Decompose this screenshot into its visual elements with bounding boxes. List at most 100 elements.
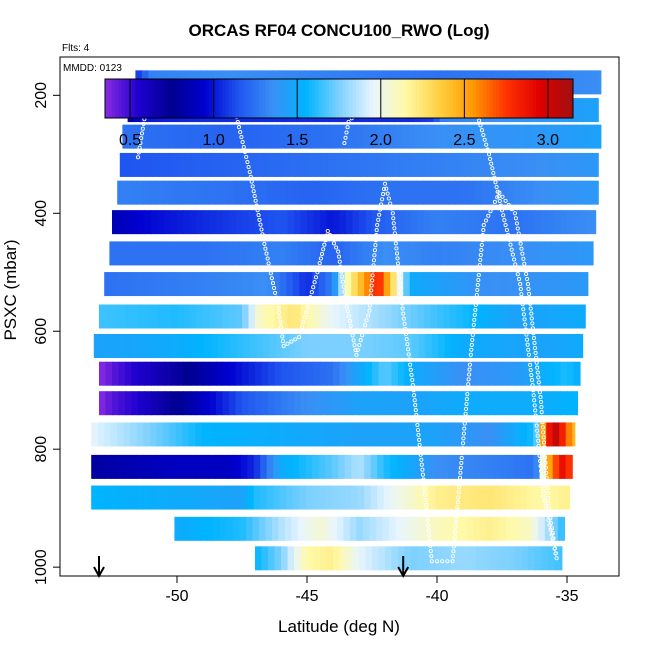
heatmap-cell (474, 454, 482, 479)
heatmap-cell (487, 485, 495, 510)
heatmap-row (255, 546, 563, 571)
heatmap-cell (271, 124, 279, 149)
heatmap-cell (308, 333, 316, 358)
heatmap-cell (435, 422, 443, 447)
heatmap-cell (492, 516, 500, 541)
heatmap-cell (533, 454, 541, 479)
heatmap-cell (312, 454, 320, 479)
heatmap-cell (265, 516, 273, 541)
heatmap-cell (535, 152, 543, 177)
heatmap-cell (286, 454, 294, 479)
colorbar-swatch (171, 79, 176, 118)
heatmap-cell (338, 422, 346, 447)
heatmap-cell (184, 333, 192, 358)
colorbar-swatch (292, 79, 297, 118)
heatmap-cell (203, 304, 211, 329)
flight-track-point (399, 296, 404, 301)
flight-track-point (452, 539, 457, 544)
flight-track-point (455, 500, 460, 505)
flight-track-point (406, 347, 411, 352)
heatmap-cell (513, 422, 521, 447)
heatmap-cell (554, 361, 562, 386)
heatmap-cell (240, 272, 248, 297)
plot-frame (59, 56, 620, 577)
heatmap-cell (359, 391, 367, 416)
heatmap-cell (183, 210, 191, 235)
colorbar-swatch (482, 79, 487, 118)
heatmap-cell (170, 391, 178, 416)
heatmap-cell (247, 454, 255, 479)
heatmap-cell (505, 124, 513, 149)
heatmap-cell (520, 485, 528, 510)
heatmap-cell (495, 546, 503, 571)
heatmap-cell (422, 180, 430, 205)
heatmap-cell (294, 361, 302, 386)
heatmap-cell (546, 454, 554, 479)
flight-track-point (415, 422, 420, 428)
flight-track-point (236, 125, 242, 130)
heatmap-cell (577, 241, 585, 266)
heatmap-cell (486, 124, 494, 149)
heatmap-cell (313, 304, 321, 329)
heatmap-cell (382, 516, 390, 541)
flight-track-point (415, 427, 421, 433)
heatmap-cell (525, 516, 533, 541)
flight-track-point (394, 251, 400, 256)
heatmap-cell (229, 391, 237, 416)
flight-track-point (398, 286, 403, 291)
heatmap-cell (195, 272, 203, 297)
heatmap-cell (234, 422, 242, 447)
heatmap-cell (248, 210, 256, 235)
colorbar-swatch (222, 79, 226, 118)
flight-track-point (440, 559, 445, 564)
heatmap-cell (135, 124, 143, 149)
heatmap-cell (136, 485, 144, 510)
colorbar-swatch (181, 79, 186, 118)
heatmap-cell (157, 391, 165, 416)
flight-track-point (506, 232, 511, 237)
heatmap-cell (398, 546, 406, 571)
flight-track-point (547, 522, 552, 528)
heatmap-cell (461, 180, 469, 205)
heatmap-cell (351, 272, 359, 297)
colorbar-swatch (262, 79, 266, 118)
heatmap-cell (110, 422, 118, 447)
colorbar-tick-label: 1.0 (203, 132, 225, 149)
heatmap-cell (100, 333, 108, 358)
flight-track-point (535, 428, 540, 433)
heatmap-cell (118, 304, 126, 329)
heatmap-cell (336, 516, 344, 541)
heatmap-cell (255, 546, 263, 571)
flight-track-point (419, 462, 424, 467)
heatmap-cell (526, 454, 534, 479)
heatmap-cell (489, 546, 497, 571)
heatmap-cell (170, 210, 178, 235)
heatmap-cell (373, 333, 381, 358)
colorbar-frame (104, 78, 574, 119)
heatmap-cell (131, 210, 139, 235)
heatmap-cell (156, 454, 164, 479)
heatmap-cell (508, 210, 516, 235)
heatmap-cell (521, 391, 529, 416)
heatmap-cell (551, 516, 559, 541)
heatmap-cell (226, 124, 234, 149)
flight-track-point (346, 119, 351, 124)
heatmap-cell (404, 304, 412, 329)
heatmap-cell (230, 333, 238, 358)
flight-track-point (244, 154, 249, 160)
heatmap-cell (321, 333, 329, 358)
heatmap-cell (391, 304, 399, 329)
heatmap-cell (429, 180, 437, 205)
flight-track-point (453, 524, 458, 529)
flight-track-point (368, 298, 373, 303)
heatmap-cell (352, 361, 360, 386)
heatmap-cell (559, 485, 567, 510)
heatmap-cell (365, 361, 373, 386)
flight-track-point (372, 248, 377, 253)
heatmap-cell (278, 241, 286, 266)
heatmap-cell (203, 210, 211, 235)
heatmap-cell (578, 272, 586, 297)
heatmap-cell (453, 124, 461, 149)
heatmap-cell (482, 546, 490, 571)
flight-track-point (502, 218, 507, 223)
